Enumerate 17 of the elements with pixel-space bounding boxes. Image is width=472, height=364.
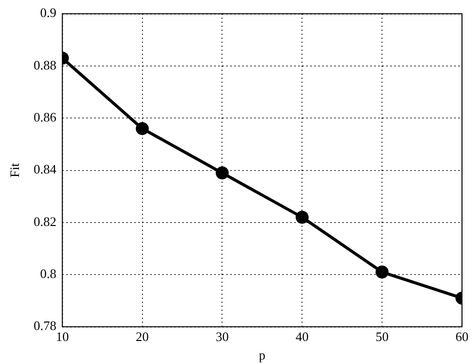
y-tick-label: 0.86 bbox=[34, 110, 57, 125]
y-tick-label: 0.78 bbox=[34, 318, 56, 334]
x-tick-label: 40 bbox=[296, 329, 309, 344]
y-tick-label: 0.84 bbox=[34, 162, 57, 177]
x-tick-label: 60 bbox=[456, 329, 468, 344]
point bbox=[296, 210, 309, 224]
x-axis-title: p bbox=[258, 348, 266, 363]
x-tick-label: 30 bbox=[216, 329, 229, 344]
y-tick-label: 0.88 bbox=[34, 57, 56, 72]
y-tick-label: 0.8 bbox=[40, 266, 56, 282]
y-tick-label: 0.9 bbox=[40, 5, 56, 20]
x-tick-label: 10 bbox=[56, 329, 69, 344]
y-tick-label: 0.82 bbox=[34, 214, 56, 229]
point bbox=[216, 166, 229, 180]
y-axis-title: Fit bbox=[7, 162, 22, 178]
x-tick-label: 50 bbox=[376, 329, 389, 344]
x-tick-label: 20 bbox=[136, 329, 149, 344]
